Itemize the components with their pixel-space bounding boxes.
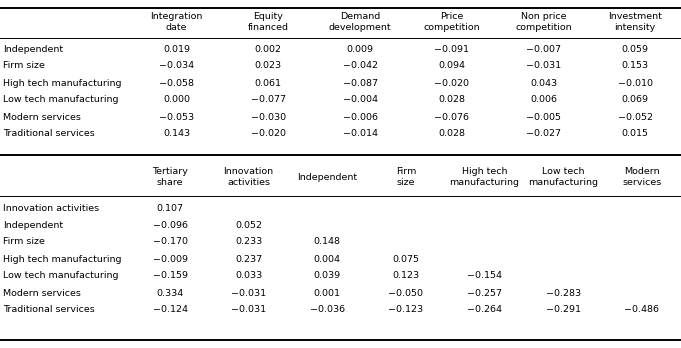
- Text: Price
competition: Price competition: [424, 12, 480, 32]
- Text: 0.015: 0.015: [622, 129, 648, 139]
- Text: −0.020: −0.020: [434, 79, 469, 87]
- Text: −0.052: −0.052: [618, 112, 652, 121]
- Text: −0.058: −0.058: [159, 79, 194, 87]
- Text: −0.170: −0.170: [153, 237, 187, 246]
- Text: −0.077: −0.077: [251, 95, 286, 104]
- Text: −0.027: −0.027: [526, 129, 561, 139]
- Text: −0.030: −0.030: [251, 112, 286, 121]
- Text: −0.042: −0.042: [343, 62, 377, 71]
- Text: −0.154: −0.154: [467, 271, 502, 280]
- Text: High tech manufacturing: High tech manufacturing: [3, 254, 122, 263]
- Text: Independent: Independent: [3, 45, 63, 54]
- Text: −0.034: −0.034: [159, 62, 194, 71]
- Text: −0.004: −0.004: [343, 95, 377, 104]
- Text: 0.061: 0.061: [255, 79, 282, 87]
- Text: −0.031: −0.031: [526, 62, 561, 71]
- Text: High tech manufacturing: High tech manufacturing: [3, 79, 122, 87]
- Text: Investment
intensity: Investment intensity: [608, 12, 662, 32]
- Text: 0.001: 0.001: [314, 288, 340, 298]
- Text: 0.237: 0.237: [235, 254, 262, 263]
- Text: Independent: Independent: [3, 221, 63, 229]
- Text: 0.009: 0.009: [347, 45, 373, 54]
- Text: −0.009: −0.009: [153, 254, 187, 263]
- Text: Tertiary
share: Tertiary share: [152, 167, 188, 187]
- Text: 0.143: 0.143: [163, 129, 190, 139]
- Text: Equity
financed: Equity financed: [248, 12, 289, 32]
- Text: Low tech manufacturing: Low tech manufacturing: [3, 95, 119, 104]
- Text: 0.094: 0.094: [439, 62, 465, 71]
- Text: 0.019: 0.019: [163, 45, 190, 54]
- Text: −0.091: −0.091: [434, 45, 469, 54]
- Text: −0.050: −0.050: [388, 288, 424, 298]
- Text: Firm
size: Firm size: [396, 167, 416, 187]
- Text: Low tech manufacturing: Low tech manufacturing: [3, 271, 119, 280]
- Text: −0.076: −0.076: [434, 112, 469, 121]
- Text: −0.264: −0.264: [467, 306, 502, 315]
- Text: −0.006: −0.006: [343, 112, 377, 121]
- Text: −0.020: −0.020: [251, 129, 286, 139]
- Text: Firm size: Firm size: [3, 62, 45, 71]
- Text: 0.006: 0.006: [530, 95, 557, 104]
- Text: Innovation activities: Innovation activities: [3, 204, 99, 213]
- Text: −0.123: −0.123: [388, 306, 424, 315]
- Text: −0.124: −0.124: [153, 306, 187, 315]
- Text: −0.257: −0.257: [467, 288, 502, 298]
- Text: Non price
competition: Non price competition: [515, 12, 572, 32]
- Text: 0.023: 0.023: [255, 62, 282, 71]
- Text: −0.014: −0.014: [343, 129, 377, 139]
- Text: 0.002: 0.002: [255, 45, 282, 54]
- Text: −0.005: −0.005: [526, 112, 561, 121]
- Text: Modern services: Modern services: [3, 112, 81, 121]
- Text: Low tech
manufacturing: Low tech manufacturing: [528, 167, 598, 187]
- Text: −0.007: −0.007: [526, 45, 561, 54]
- Text: Traditional services: Traditional services: [3, 129, 95, 139]
- Text: −0.096: −0.096: [153, 221, 187, 229]
- Text: 0.039: 0.039: [314, 271, 340, 280]
- Text: Demand
development: Demand development: [329, 12, 392, 32]
- Text: Innovation
activities: Innovation activities: [223, 167, 274, 187]
- Text: 0.004: 0.004: [314, 254, 340, 263]
- Text: −0.486: −0.486: [624, 306, 659, 315]
- Text: −0.053: −0.053: [159, 112, 194, 121]
- Text: 0.000: 0.000: [163, 95, 190, 104]
- Text: 0.033: 0.033: [235, 271, 262, 280]
- Text: Firm size: Firm size: [3, 237, 45, 246]
- Text: −0.159: −0.159: [153, 271, 187, 280]
- Text: High tech
manufacturing: High tech manufacturing: [449, 167, 520, 187]
- Text: 0.153: 0.153: [622, 62, 649, 71]
- Text: −0.087: −0.087: [343, 79, 377, 87]
- Text: 0.123: 0.123: [392, 271, 419, 280]
- Text: 0.107: 0.107: [157, 204, 184, 213]
- Text: 0.334: 0.334: [157, 288, 184, 298]
- Text: −0.291: −0.291: [545, 306, 581, 315]
- Text: 0.148: 0.148: [314, 237, 340, 246]
- Text: 0.028: 0.028: [439, 129, 465, 139]
- Text: −0.031: −0.031: [231, 306, 266, 315]
- Text: 0.043: 0.043: [530, 79, 557, 87]
- Text: 0.069: 0.069: [622, 95, 648, 104]
- Text: 0.059: 0.059: [622, 45, 648, 54]
- Text: Independent: Independent: [297, 173, 358, 182]
- Text: Modern services: Modern services: [3, 288, 81, 298]
- Text: −0.010: −0.010: [618, 79, 652, 87]
- Text: Traditional services: Traditional services: [3, 306, 95, 315]
- Text: −0.283: −0.283: [545, 288, 581, 298]
- Text: 0.075: 0.075: [392, 254, 419, 263]
- Text: Modern
services: Modern services: [622, 167, 661, 187]
- Text: 0.028: 0.028: [439, 95, 465, 104]
- Text: 0.233: 0.233: [235, 237, 262, 246]
- Text: −0.031: −0.031: [231, 288, 266, 298]
- Text: 0.052: 0.052: [235, 221, 262, 229]
- Text: Integration
date: Integration date: [151, 12, 203, 32]
- Text: −0.036: −0.036: [310, 306, 345, 315]
